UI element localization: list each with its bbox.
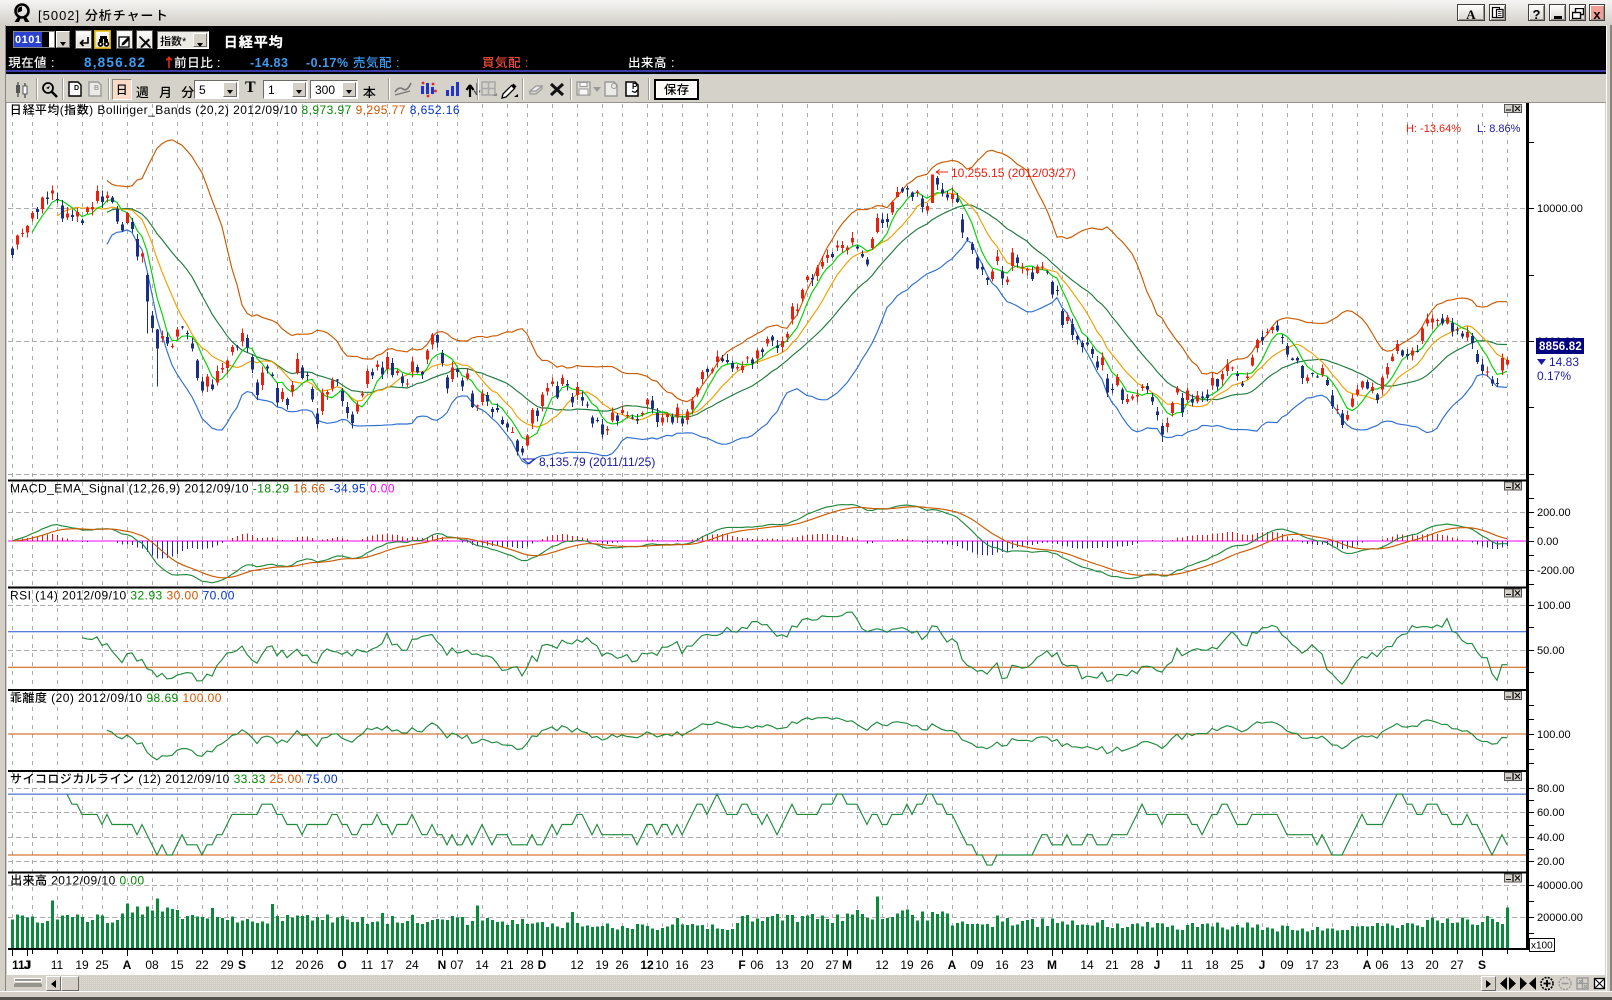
svg-text:A: A — [948, 956, 957, 973]
svg-text:25: 25 — [95, 956, 109, 973]
svg-text:09: 09 — [970, 956, 984, 973]
svg-text:14: 14 — [1080, 956, 1094, 973]
svg-text:P: P — [632, 81, 638, 92]
svg-text:18: 18 — [1205, 956, 1219, 973]
svg-text:20: 20 — [800, 956, 814, 973]
svg-text:19: 19 — [75, 956, 89, 973]
svg-text:11: 11 — [361, 956, 374, 973]
svg-text:06: 06 — [750, 956, 764, 973]
svg-text:-200.00: -200.00 — [1537, 562, 1574, 578]
svg-text:21: 21 — [1105, 956, 1119, 973]
svg-text:19: 19 — [595, 956, 609, 973]
svg-text:12: 12 — [640, 956, 654, 973]
svg-text:22: 22 — [195, 956, 209, 973]
svg-text:A: A — [1363, 956, 1372, 973]
svg-text:26: 26 — [310, 956, 324, 973]
svg-text:S: S — [238, 956, 246, 973]
svg-text:S: S — [1478, 956, 1486, 973]
svg-text:13: 13 — [775, 956, 789, 973]
svg-text:40000.00: 40000.00 — [1537, 877, 1583, 893]
svg-text:F: F — [738, 956, 745, 973]
svg-text:M: M — [1047, 956, 1057, 973]
svg-text:27: 27 — [1450, 956, 1464, 973]
svg-text:11J: 11J — [12, 956, 31, 973]
svg-text:50.00: 50.00 — [1537, 642, 1565, 658]
svg-text:26: 26 — [615, 956, 629, 973]
svg-text:D: D — [74, 83, 79, 93]
svg-text:10000.00: 10000.00 — [1537, 200, 1583, 216]
svg-text:M: M — [842, 956, 852, 973]
svg-text:25: 25 — [1230, 956, 1244, 973]
svg-text:L: 8.86%: L: 8.86% — [1477, 120, 1521, 136]
svg-text:23: 23 — [1020, 956, 1034, 973]
svg-text:12: 12 — [875, 956, 889, 973]
svg-text:17: 17 — [380, 956, 394, 973]
svg-text:8,135.79 (2011/11/25): 8,135.79 (2011/11/25) — [539, 453, 655, 470]
svg-text:24: 24 — [405, 956, 419, 973]
svg-text:20.00: 20.00 — [1537, 853, 1565, 869]
svg-text:サイコロジカルライン (12) 2012/09/10 33.: サイコロジカルライン (12) 2012/09/10 33.33 25.00 7… — [10, 770, 338, 787]
svg-text:23: 23 — [1325, 956, 1339, 973]
svg-text:29: 29 — [220, 956, 234, 973]
svg-text:200.00: 200.00 — [1537, 504, 1571, 520]
svg-text:14: 14 — [475, 956, 489, 973]
svg-text:27: 27 — [825, 956, 839, 973]
svg-text:12: 12 — [270, 956, 284, 973]
svg-text:07: 07 — [450, 956, 464, 973]
svg-text:RSI (14) 2012/09/10 32.93 30.0: RSI (14) 2012/09/10 32.93 30.00 70.00 — [10, 587, 235, 604]
svg-text:12: 12 — [570, 956, 584, 973]
svg-text:J: J — [1259, 956, 1266, 973]
svg-text:21: 21 — [500, 956, 514, 973]
svg-text:26: 26 — [920, 956, 934, 973]
svg-text:40.00: 40.00 — [1537, 829, 1565, 845]
svg-text:J: J — [24, 956, 31, 973]
svg-text:10,255.15 (2012/03/27): 10,255.15 (2012/03/27) — [951, 164, 1076, 181]
svg-text:0.00: 0.00 — [1537, 533, 1558, 549]
svg-text:日経平均(指数) Bollinger_Bands (20,2: 日経平均(指数) Bollinger_Bands (20,2) 2012/09/… — [10, 101, 460, 118]
svg-text:20: 20 — [295, 956, 309, 973]
svg-text:16: 16 — [675, 956, 689, 973]
svg-text:09: 09 — [1280, 956, 1294, 973]
svg-text:MACD_EMA_Signal (12,26,9) 2012: MACD_EMA_Signal (12,26,9) 2012/09/10 -18… — [10, 480, 395, 497]
svg-text:O: O — [337, 956, 346, 973]
svg-text:80.00: 80.00 — [1537, 780, 1565, 796]
svg-text:0.17%: 0.17% — [1537, 367, 1571, 384]
svg-text:100.00: 100.00 — [1537, 597, 1571, 613]
svg-text:100.00: 100.00 — [1537, 726, 1571, 742]
svg-text:28: 28 — [520, 956, 534, 973]
svg-text:H: -13.64%: H: -13.64% — [1406, 120, 1461, 136]
svg-text:15: 15 — [170, 956, 184, 973]
svg-text:20000.00: 20000.00 — [1537, 909, 1583, 925]
svg-text:8856.82: 8856.82 — [1539, 338, 1582, 354]
svg-text:06: 06 — [1375, 956, 1389, 973]
svg-text:x100: x100 — [1531, 937, 1553, 952]
svg-text:N: N — [438, 956, 447, 973]
svg-text:D: D — [538, 956, 547, 973]
svg-text:10: 10 — [655, 956, 669, 973]
svg-text:11: 11 — [1181, 956, 1194, 973]
svg-text:14.83: 14.83 — [1549, 353, 1579, 370]
svg-text:A: A — [123, 956, 132, 973]
svg-text:23: 23 — [700, 956, 714, 973]
svg-text:16: 16 — [995, 956, 1009, 973]
svg-text:11: 11 — [51, 956, 64, 973]
svg-text:17: 17 — [1305, 956, 1319, 973]
svg-text:乖離度 (20) 2012/09/10 98.69 100.: 乖離度 (20) 2012/09/10 98.69 100.00 — [10, 689, 222, 706]
svg-text:08: 08 — [145, 956, 159, 973]
svg-text:28: 28 — [1130, 956, 1144, 973]
svg-text:J: J — [1154, 956, 1161, 973]
svg-text:出来高 2012/09/10 0.00: 出来高 2012/09/10 0.00 — [10, 872, 145, 889]
svg-text:19: 19 — [900, 956, 914, 973]
svg-text:B: B — [94, 83, 99, 93]
svg-text:60.00: 60.00 — [1537, 804, 1565, 820]
svg-text:20: 20 — [1425, 956, 1439, 973]
svg-text:13: 13 — [1400, 956, 1414, 973]
